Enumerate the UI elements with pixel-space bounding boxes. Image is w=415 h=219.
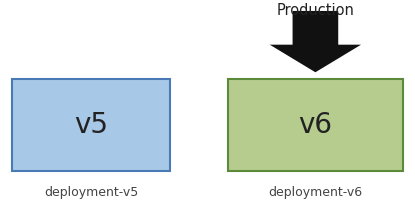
Text: deployment-v5: deployment-v5: [44, 186, 139, 199]
Text: v6: v6: [298, 111, 332, 139]
Text: Production: Production: [276, 3, 354, 18]
Polygon shape: [270, 11, 361, 72]
Text: v5: v5: [74, 111, 108, 139]
Text: deployment-v6: deployment-v6: [269, 186, 362, 199]
Bar: [12, 79, 170, 171]
Bar: [228, 79, 403, 171]
